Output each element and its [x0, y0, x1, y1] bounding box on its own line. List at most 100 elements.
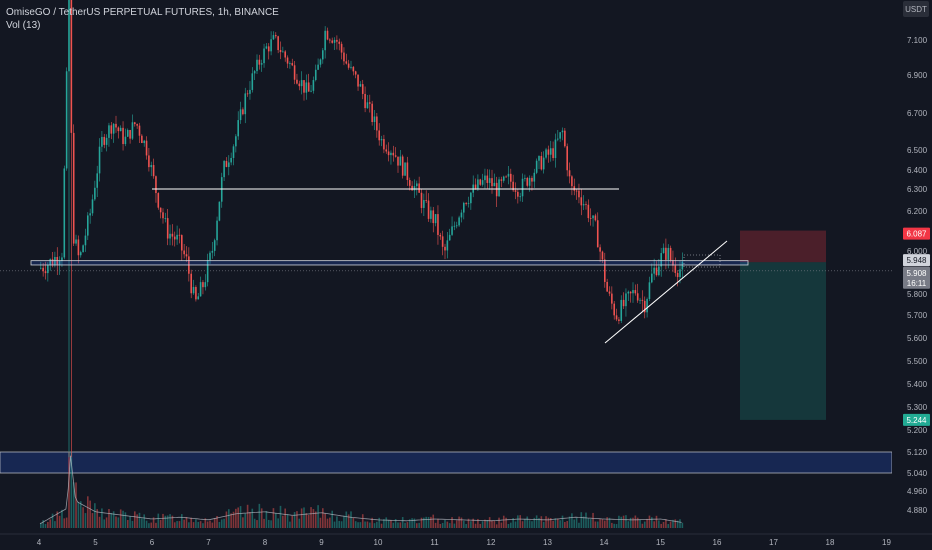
candle — [65, 71, 68, 169]
candle — [531, 177, 533, 182]
candle — [185, 254, 188, 257]
volume-bar — [230, 513, 232, 528]
candle — [333, 39, 336, 43]
volume-bar — [103, 519, 106, 528]
candle — [204, 282, 207, 288]
ascending-trendline[interactable] — [604, 240, 728, 344]
volume-bar — [119, 509, 122, 528]
volume-bar — [112, 511, 115, 528]
volume-bar — [502, 515, 505, 528]
take-profit-zone[interactable] — [740, 262, 826, 420]
volume-bar — [150, 522, 153, 528]
volume-bar — [639, 519, 641, 528]
candle — [181, 235, 183, 251]
candle — [467, 203, 470, 205]
volume-bar — [399, 522, 402, 528]
volume-bar — [235, 508, 237, 528]
volume-bar — [491, 520, 493, 528]
volume-bar — [134, 511, 136, 528]
candle — [481, 180, 484, 185]
candle — [223, 161, 225, 178]
volume-bar — [585, 512, 587, 528]
currency-badge[interactable]: USDT — [903, 1, 929, 17]
candle — [239, 109, 242, 121]
volume-bar — [155, 522, 157, 528]
candle — [272, 35, 275, 40]
candle — [660, 253, 662, 267]
candle — [251, 73, 254, 90]
candle — [512, 181, 514, 191]
volume-bar — [493, 520, 496, 528]
volume-bar — [587, 518, 590, 528]
volume-bar — [202, 523, 204, 528]
volume-bar — [157, 513, 160, 528]
volume-bar — [136, 514, 138, 528]
volume-bars — [39, 451, 684, 528]
price-tick-label: 6.300 — [907, 185, 928, 194]
price-axis[interactable]: 7.100 6.900 6.700 6.500 6.400 6.300 6.200 6.000… — [907, 36, 928, 515]
dotted-projection-box[interactable] — [683, 254, 721, 268]
candle — [535, 160, 538, 173]
price-tick-label: 5.200 — [907, 426, 928, 435]
volume-bar — [620, 516, 623, 528]
candle — [291, 63, 294, 66]
volume-bar — [152, 517, 155, 528]
volume-indicator-label[interactable]: Vol (13) — [6, 20, 41, 31]
demand-zone[interactable] — [0, 451, 893, 474]
price-tick-label: 6.900 — [907, 71, 928, 80]
candle — [611, 293, 613, 304]
candle — [343, 52, 345, 62]
stop-loss-zone[interactable] — [740, 230, 826, 263]
volume-bar — [554, 518, 557, 528]
volume-bar — [249, 512, 251, 528]
candle — [54, 256, 56, 266]
volume-bar — [89, 500, 91, 528]
price-tick-label: 5.040 — [907, 469, 928, 478]
candle — [282, 51, 284, 53]
candle — [446, 240, 449, 251]
candle — [359, 84, 362, 87]
volume-bar — [455, 520, 458, 528]
volume-bar — [225, 511, 228, 528]
volume-bar — [359, 522, 362, 528]
volume-bar — [108, 508, 110, 528]
volume-bar — [460, 517, 463, 528]
candle — [352, 66, 355, 72]
volume-bar — [571, 513, 573, 528]
price-tick-label: 5.500 — [907, 357, 928, 366]
volume-bar — [611, 522, 613, 528]
volume-bar — [324, 513, 326, 528]
symbol-title[interactable]: OmiseGO / TetherUS PERPETUAL FUTURES, 1h… — [6, 7, 279, 18]
support-zone[interactable] — [30, 260, 749, 266]
time-axis[interactable]: 4 5 6 7 8 9 10 11 12 13 14 15 16 17 18 19 — [0, 533, 932, 547]
volume-bar — [110, 512, 113, 528]
candle — [533, 172, 536, 182]
candle — [336, 39, 338, 42]
drawings-layer[interactable] — [30, 188, 749, 344]
candle — [183, 250, 185, 255]
candle — [592, 215, 594, 219]
volume-bar — [192, 522, 195, 528]
price-tag-current-price — [903, 254, 930, 267]
candle — [40, 267, 42, 269]
candle — [105, 137, 108, 145]
volume-bar — [472, 518, 474, 528]
volume-bar — [213, 518, 216, 528]
candle — [655, 267, 658, 276]
volume-bar — [498, 517, 500, 528]
volume-bar — [148, 523, 150, 528]
volume-bar — [467, 518, 470, 528]
volume-bar — [505, 517, 507, 528]
candle — [84, 235, 87, 246]
candle — [662, 247, 665, 254]
price-tick-label: 5.600 — [907, 334, 928, 343]
volume-bar — [390, 520, 392, 528]
volume-bar — [162, 513, 164, 528]
candle — [42, 267, 44, 272]
candle — [331, 40, 333, 43]
volume-bar — [98, 516, 101, 528]
candle — [392, 152, 395, 156]
candle — [648, 282, 651, 300]
price-tag-entry — [903, 266, 930, 279]
